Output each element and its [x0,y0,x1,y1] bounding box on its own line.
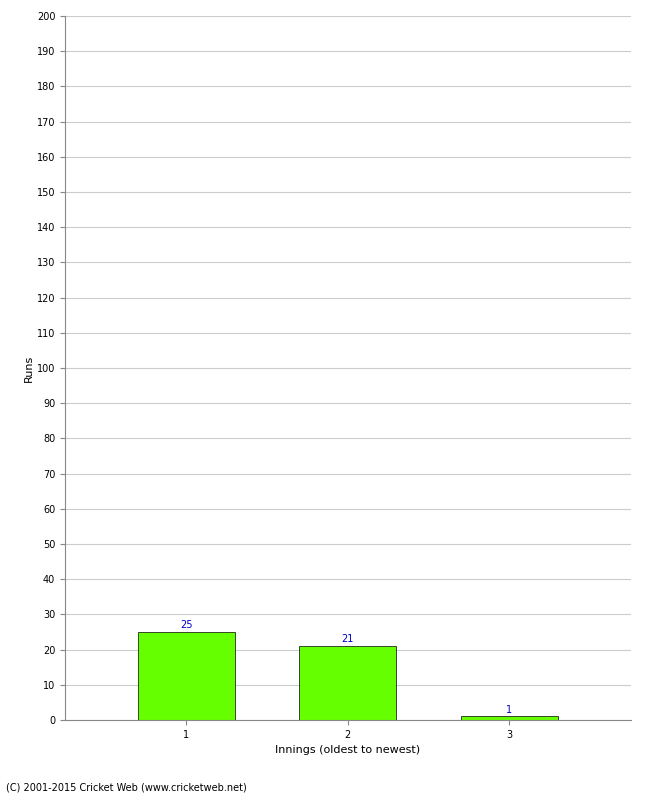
Bar [461,717,558,720]
Text: (C) 2001-2015 Cricket Web (www.cricketweb.net): (C) 2001-2015 Cricket Web (www.cricketwe… [6,782,247,792]
Text: 25: 25 [180,620,192,630]
X-axis label: Innings (oldest to newest): Innings (oldest to newest) [275,746,421,755]
Text: 1: 1 [506,705,512,714]
Bar [299,646,396,720]
Y-axis label: Runs: Runs [24,354,34,382]
Text: 21: 21 [341,634,354,644]
Bar [138,632,235,720]
